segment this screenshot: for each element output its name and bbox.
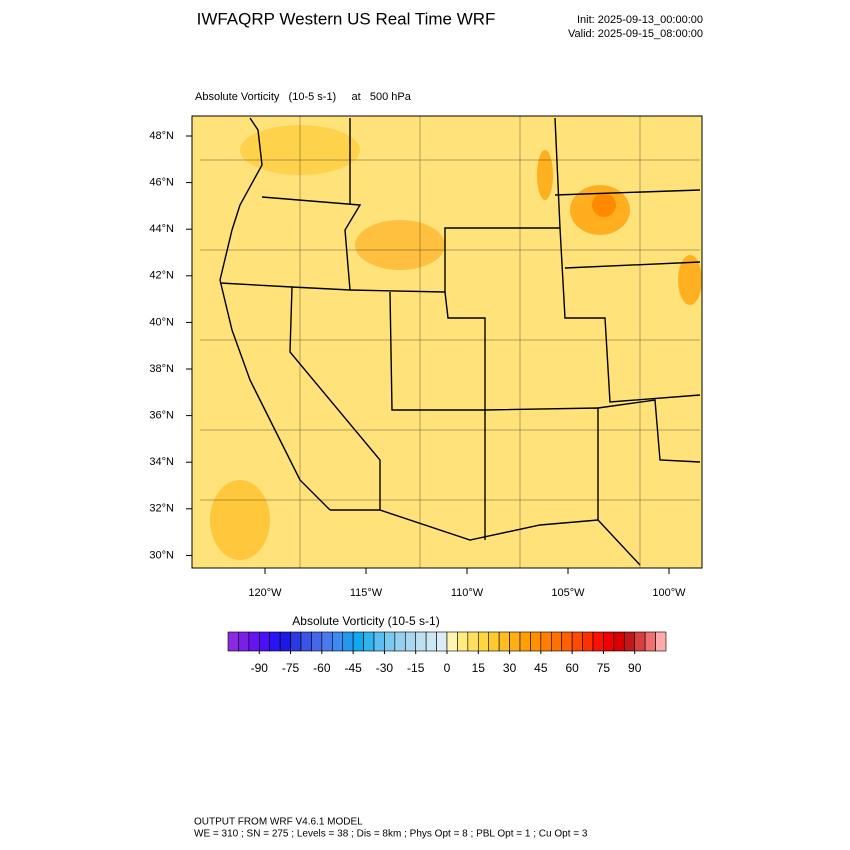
colorbar-swatch <box>415 631 427 652</box>
colorbar-tick-label: -30 <box>376 661 394 675</box>
field-blob <box>355 220 445 270</box>
colorbar-swatch <box>603 631 615 652</box>
init-time: Init: 2025-09-13_00:00:00 <box>577 14 703 26</box>
colorbar-swatch <box>488 631 500 652</box>
colorbar-swatch <box>394 631 406 652</box>
field-blob <box>537 150 553 200</box>
colorbar-swatch <box>373 631 385 652</box>
colorbar-swatch <box>571 631 583 652</box>
colorbar-swatch <box>509 631 521 652</box>
colorbar-swatch <box>279 631 291 652</box>
field-blob <box>210 480 270 560</box>
colorbar-tick-label: 75 <box>597 661 611 675</box>
field-blob <box>592 193 616 217</box>
colorbar-swatch <box>384 631 396 652</box>
lon-label: 120°W <box>248 587 282 599</box>
colorbar-tick-label: -15 <box>407 661 425 675</box>
colorbar-swatch <box>352 631 364 652</box>
colorbar-swatch <box>342 631 354 652</box>
lat-label: 34°N <box>149 456 174 468</box>
colorbar-swatch <box>498 631 510 652</box>
colorbar-swatch <box>644 631 656 652</box>
lat-label: 48°N <box>149 130 174 142</box>
colorbar-swatch <box>290 631 302 652</box>
colorbar-swatch <box>550 631 563 652</box>
colorbar-tick-label: -60 <box>313 661 331 675</box>
colorbar-tick-label: 60 <box>565 661 579 675</box>
colorbar-swatch <box>530 631 542 652</box>
colorbar-tick-label: 90 <box>628 661 642 675</box>
lon-label: 115°W <box>350 587 383 599</box>
colorbar-swatch <box>321 631 333 652</box>
colorbar-swatch <box>613 631 625 652</box>
colorbar-swatch <box>561 631 573 652</box>
colorbar-swatch <box>655 631 667 652</box>
colorbar-swatch <box>519 631 531 652</box>
colorbar-swatch <box>248 631 260 652</box>
colorbar-swatch <box>436 631 448 652</box>
map-frame <box>191 115 703 569</box>
lat-label: 32°N <box>149 503 174 515</box>
lat-label: 36°N <box>149 410 174 422</box>
field-blob <box>678 255 702 305</box>
colorbar-swatch <box>425 631 437 652</box>
colorbar-swatch <box>457 631 469 652</box>
colorbar-tick-label: 0 <box>444 661 451 675</box>
county-borders <box>200 116 700 568</box>
colorbar-swatch <box>404 631 417 652</box>
lon-label: 105°W <box>551 587 585 599</box>
colorbar-swatch <box>227 631 239 652</box>
lat-label: 38°N <box>149 363 174 375</box>
colorbar-tick-label: -90 <box>251 661 269 675</box>
valid-time: Valid: 2025-09-15_08:00:00 <box>568 28 703 40</box>
colorbar-swatch <box>623 631 636 652</box>
lat-label: 40°N <box>149 316 174 328</box>
colorbar-swatch <box>540 631 552 652</box>
state-borders <box>219 117 701 566</box>
lat-label: 30°N <box>149 549 174 561</box>
colorbar-tick-label: 45 <box>534 661 548 675</box>
colorbar-title: Absolute Vorticity (10-5 s-1) <box>292 614 439 628</box>
colorbar-swatch <box>634 631 646 652</box>
colorbar-swatch <box>592 631 604 652</box>
colorbar-swatch <box>582 631 594 652</box>
colorbar-tick-label: -75 <box>282 661 300 675</box>
colorbar-swatch <box>258 631 271 652</box>
lat-label: 46°N <box>149 177 174 189</box>
lat-label: 44°N <box>149 223 174 235</box>
colorbar-tick-label: -45 <box>344 661 362 675</box>
footer-line: WE = 310 ; SN = 275 ; Levels = 38 ; Dis … <box>194 829 588 840</box>
colorbar-swatch <box>363 631 375 652</box>
field-label: Absolute Vorticity (10-5 s-1) at 500 hPa <box>195 91 412 103</box>
colorbar-tick-label: 15 <box>472 661 486 675</box>
title: IWFAQRP Western US Real Time WRF <box>197 9 496 28</box>
colorbar-swatch <box>269 631 281 652</box>
colorbar-swatch <box>300 631 312 652</box>
map <box>191 115 703 569</box>
colorbar-swatch <box>238 631 250 652</box>
colorbar-swatch <box>311 631 323 652</box>
footer-line: OUTPUT FROM WRF V4.6.1 MODEL <box>194 817 363 828</box>
colorbar-swatch <box>467 631 479 652</box>
colorbar-swatch <box>331 631 344 652</box>
lat-label: 42°N <box>149 270 174 282</box>
lon-label: 100°W <box>652 587 686 599</box>
colorbar-swatch <box>477 631 490 652</box>
colorbar-swatch <box>446 631 458 652</box>
lon-label: 110°W <box>451 587 484 599</box>
colorbar-tick-label: 30 <box>503 661 517 675</box>
